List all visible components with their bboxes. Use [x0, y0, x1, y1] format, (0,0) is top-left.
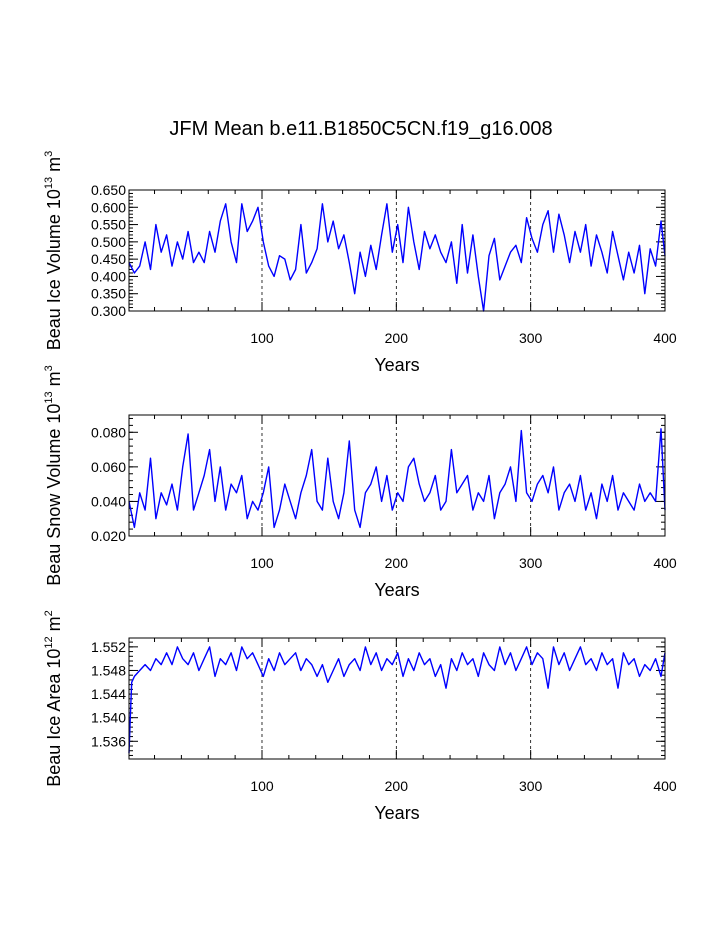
- ytick-label: 1.536: [91, 733, 126, 749]
- xtick-label: 200: [385, 330, 409, 346]
- ytick-label: 0.040: [91, 493, 126, 509]
- y-axis-label-part: m: [44, 157, 64, 177]
- xtick-label: 400: [653, 330, 677, 346]
- plot-frame: [128, 189, 666, 312]
- ytick-label: 0.500: [91, 234, 126, 250]
- xtick-label: 100: [250, 555, 274, 571]
- x-axis-label: Years: [374, 580, 419, 600]
- xtick-label: 300: [519, 330, 543, 346]
- y-axis-label: Beau Ice Area 1012 m2: [43, 610, 64, 786]
- y-axis-label-part: Beau Ice Volume 10: [44, 189, 64, 350]
- y-axis-label-superscript: 13: [43, 391, 55, 403]
- y-axis-label-superscript: 3: [43, 151, 55, 157]
- x-axis-label: Years: [374, 803, 419, 823]
- y-axis-label-superscript: 12: [43, 636, 55, 648]
- y-axis-label-part: Beau Snow Volume 10: [44, 404, 64, 586]
- ytick-label: 0.300: [91, 303, 126, 319]
- panel-beau-snow-volume: 100 200 300 400 0.020 0.040 0.060 0.080 Years Bea…: [43, 365, 677, 600]
- ytick-label: 0.060: [91, 459, 126, 475]
- y-axis-label-superscript: 2: [43, 610, 55, 616]
- figure-title: JFM Mean b.e11.B1850C5CN.f19_g16.008: [169, 118, 552, 140]
- ytick-label: 0.600: [91, 199, 126, 215]
- series-line-beau-snow-volume: [128, 428, 666, 529]
- ytick-label: 0.650: [91, 182, 126, 198]
- plot-frame: [128, 414, 666, 537]
- xtick-label: 200: [385, 555, 409, 571]
- xtick-label: 400: [653, 778, 677, 794]
- ytick-label: 1.548: [91, 662, 126, 678]
- ytick-label: 0.350: [91, 286, 126, 302]
- xtick-label: 300: [519, 555, 543, 571]
- xtick-label: 200: [385, 778, 409, 794]
- ytick-label: 0.550: [91, 217, 126, 233]
- x-axis-label: Years: [374, 355, 419, 375]
- ytick-label: 0.080: [91, 424, 126, 440]
- xtick-label: 300: [519, 778, 543, 794]
- xtick-label: 100: [250, 330, 274, 346]
- ytick-label: 0.020: [91, 528, 126, 544]
- xtick-label: 400: [653, 555, 677, 571]
- xtick-label: 100: [250, 778, 274, 794]
- y-axis-label-superscript: 3: [43, 365, 55, 371]
- y-axis-label: Beau Snow Volume 1013 m3: [43, 365, 64, 586]
- panel-beau-ice-area: 100 200 300 400 1.536 1.540 1.544 1.548 1.552 Yea…: [43, 610, 677, 823]
- plot-frame: [128, 637, 666, 760]
- series-line-beau-ice-area: [128, 646, 666, 754]
- y-axis-label-part: Beau Ice Area 10: [44, 649, 64, 787]
- y-axis-label-part: m: [44, 616, 64, 636]
- y-axis-label-part: m: [44, 371, 64, 391]
- y-axis-label: Beau Ice Volume 1013 m3: [43, 151, 64, 351]
- ytick-label: 1.552: [91, 639, 126, 655]
- y-axis-label-superscript: 13: [43, 177, 55, 189]
- ytick-label: 0.450: [91, 251, 126, 267]
- ytick-label: 1.544: [91, 686, 126, 702]
- ytick-label: 0.400: [91, 268, 126, 284]
- series-line-beau-ice-volume: [128, 203, 666, 312]
- ytick-label: 1.540: [91, 710, 126, 726]
